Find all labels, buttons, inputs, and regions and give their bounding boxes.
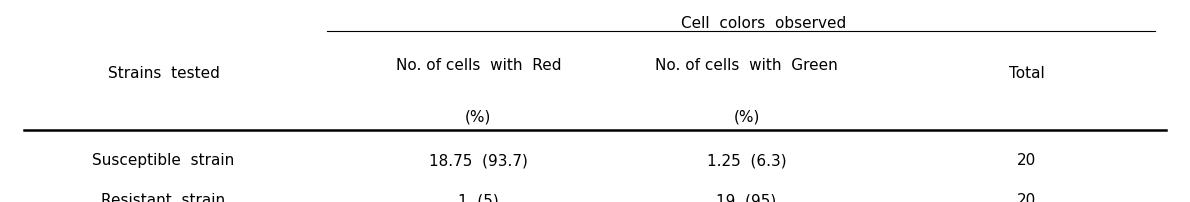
Text: Resistant  strain: Resistant strain: [101, 192, 226, 202]
Text: No. of cells  with  Green: No. of cells with Green: [656, 57, 838, 72]
Text: (%): (%): [733, 109, 759, 124]
Text: Cell  colors  observed: Cell colors observed: [682, 16, 847, 31]
Text: 20: 20: [1017, 192, 1036, 202]
Text: Total: Total: [1009, 66, 1045, 81]
Text: Strains  tested: Strains tested: [107, 66, 219, 81]
Text: 18.75  (93.7): 18.75 (93.7): [428, 153, 528, 167]
Text: Susceptible  strain: Susceptible strain: [93, 153, 234, 167]
Text: (%): (%): [465, 109, 491, 124]
Text: 1  (5): 1 (5): [458, 192, 499, 202]
Text: 19  (95): 19 (95): [716, 192, 777, 202]
Text: No. of cells  with  Red: No. of cells with Red: [395, 57, 562, 72]
Text: 20: 20: [1017, 153, 1036, 167]
Text: 1.25  (6.3): 1.25 (6.3): [707, 153, 787, 167]
